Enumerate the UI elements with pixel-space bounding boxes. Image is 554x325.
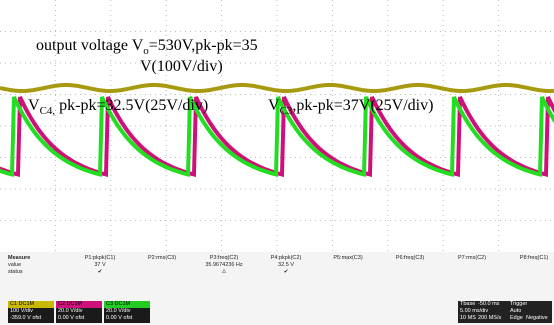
measure-status: [132, 269, 192, 276]
tb-text: Trigger: [510, 301, 527, 308]
annotation: VC4, pk-pk=32.5V(25V/div): [28, 97, 208, 117]
annotation-text: output voltage V: [36, 37, 143, 54]
measure-value: [318, 262, 378, 269]
annotation-text: pk-pk=32.5V(25V/div): [55, 97, 208, 114]
annotation-sub: C3: [280, 105, 293, 117]
tb-text: Negative: [526, 315, 548, 322]
tb-text: Auto: [510, 308, 521, 315]
annotation: V(100V/div): [140, 58, 223, 76]
measure-column: P6:freq(C3): [380, 255, 440, 276]
tb-text: 5.00 ms/div: [460, 308, 488, 315]
measure-name: P7:rms(C2): [442, 255, 502, 262]
measure-value: 37 V: [70, 262, 130, 269]
measure-header: value: [8, 262, 21, 268]
annotation-text: ,pk-pk=37V(25V/div): [292, 97, 433, 114]
annotation-sub: C4,: [40, 105, 56, 117]
measure-value: [380, 262, 440, 269]
measure-status: ✔: [70, 269, 130, 276]
channel-offset: 0.00 V ofst: [56, 315, 102, 322]
measure-name: P2:rms(C3): [132, 255, 192, 262]
measure-status: ⚠: [194, 269, 254, 276]
annotation-text: V: [28, 97, 40, 114]
measure-status: ✔: [256, 269, 316, 276]
measure-name: P4:pkpk(C2): [256, 255, 316, 262]
timebase-box: Tbase -50.0 ms 5.00 ms/div 10 MS 200 MS/…: [458, 301, 552, 323]
measure-value: [504, 262, 554, 269]
measure-status: [380, 269, 440, 276]
measure-status: [442, 269, 502, 276]
annotation: output voltage Vo=530V,pk-pk=35: [36, 37, 258, 57]
annotation-text: V: [268, 97, 280, 114]
measure-name: P3:freq(C2): [194, 255, 254, 262]
measure-name: P5:max(C3): [318, 255, 378, 262]
tb-text: Tbase: [460, 301, 475, 308]
annotation-text: =530V,pk-pk=35: [149, 37, 258, 54]
measure-panel: Measure value status P1:pkpk(C1)37 V✔P2:…: [0, 252, 554, 325]
measure-value: 35.9674236 Hz: [194, 262, 254, 269]
measure-status: [504, 269, 554, 276]
measure-name: P1:pkpk(C1): [70, 255, 130, 262]
measure-column: P5:max(C3): [318, 255, 378, 276]
annotation: VC3,pk-pk=37V(25V/div): [268, 97, 433, 117]
measure-header: status: [8, 269, 23, 275]
channel-scale: 20.0 V/div: [104, 308, 150, 315]
tb-text: 200 MS/s: [478, 315, 501, 322]
tb-text: -50.0 ms: [478, 301, 499, 308]
measure-value: 32.5 V: [256, 262, 316, 269]
measure-header: Measure: [8, 255, 30, 261]
channel-offset: -359.0 V ofst: [8, 315, 54, 322]
measure-column: P2:rms(C3): [132, 255, 192, 276]
measure-value: [442, 262, 502, 269]
measure-value: [132, 262, 192, 269]
measure-column: P4:pkpk(C2)32.5 V✔: [256, 255, 316, 276]
tb-text: Edge: [510, 315, 523, 322]
measure-column: P3:freq(C2)35.9674236 Hz⚠: [194, 255, 254, 276]
channel-scale: 100 V/div: [8, 308, 54, 315]
channel-label: C2 DC1M: [56, 301, 102, 308]
channel-scale: 20.0 V/div: [56, 308, 102, 315]
measure-status: [318, 269, 378, 276]
measure-column: P8:freq(C1): [504, 255, 554, 276]
tb-text: 10 MS: [460, 315, 476, 322]
oscilloscope-screen: output voltage Vo=530V,pk-pk=35 V(100V/d…: [0, 0, 554, 325]
measure-name: P8:freq(C1): [504, 255, 554, 262]
channel-offset: 0.00 V ofst: [104, 315, 150, 322]
channel-label: C3 DC1M: [104, 301, 150, 308]
measure-name: P6:freq(C3): [380, 255, 440, 262]
measure-column: P7:rms(C2): [442, 255, 502, 276]
measure-column: P1:pkpk(C1)37 V✔: [70, 255, 130, 276]
channel-label: C1 DC1M: [8, 301, 54, 308]
